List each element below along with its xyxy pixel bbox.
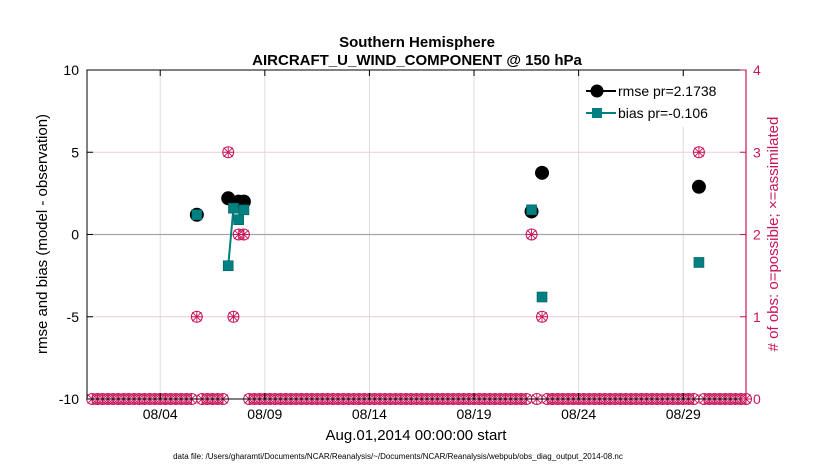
x-tick-label: 08/19 [457,406,492,422]
bias-point [222,260,234,272]
y-tick-label: 10 [63,62,79,78]
y2-tick-label: 0 [753,391,761,407]
obs-assimilated-marker [525,228,538,241]
obs-assimilated-marker [191,310,203,323]
bias-point [238,204,250,216]
plot-marks [86,146,752,405]
y-tick-label: -5 [67,309,80,325]
x-tick-label: 08/14 [352,406,387,422]
y-tick-label: 5 [71,144,79,160]
obs-assimilated-marker [693,146,705,159]
obs-assimilated-marker [222,146,235,159]
obs-assimilated-marker [536,310,548,323]
legend-label: rmse pr=2.1738 [618,83,717,99]
y-tick-label: -10 [59,391,79,407]
bias-line [227,208,235,266]
obs-assimilated-marker [238,228,250,241]
legend-label: bias pr=-0.106 [618,105,708,121]
data-file-footer: data file: /Users/gharamti/Documents/NCA… [173,452,623,461]
x-axis-label: Aug.01,2014 00:00:00 start [326,427,508,444]
x-tick-label: 08/24 [561,406,596,422]
bias-point [536,291,548,303]
legend: rmse pr=2.1738 bias pr=-0.106 [581,77,740,127]
axes: 08/04 08/09 08/14 08/19 08/24 08/29 -10 -5 0 5 10 0… [59,62,761,422]
bias-point [526,204,537,216]
x-tick-label: 08/04 [143,406,178,422]
bias-point [693,257,705,268]
legend-rmse-marker [590,84,604,98]
bias-point [233,214,244,225]
legend-bias-marker [592,108,602,118]
rmse-point [691,179,706,194]
y-axis-label: rmse and bias (model - observation) [34,114,51,354]
bias-point [228,202,239,214]
chart-subtitle: AIRCRAFT_U_WIND_COMPONENT @ 150 hPa [252,52,582,69]
x-tick-label: 08/29 [666,406,701,422]
y-tick-label: 0 [71,227,79,243]
y2-axis-label: # of obs: o=possible; ×=assimilated [765,117,782,352]
obs-assimilated-marker [227,310,240,323]
bias-point [191,209,203,221]
legend-box [581,77,740,127]
y2-tick-label: 2 [753,227,761,243]
y2-tick-label: 4 [753,62,761,78]
x-tick-label: 08/09 [247,406,282,422]
y2-tick-label: 1 [753,309,761,325]
chart-title: Southern Hemisphere [339,34,495,51]
rmse-point [535,165,550,180]
y2-tick-label: 3 [753,144,761,160]
